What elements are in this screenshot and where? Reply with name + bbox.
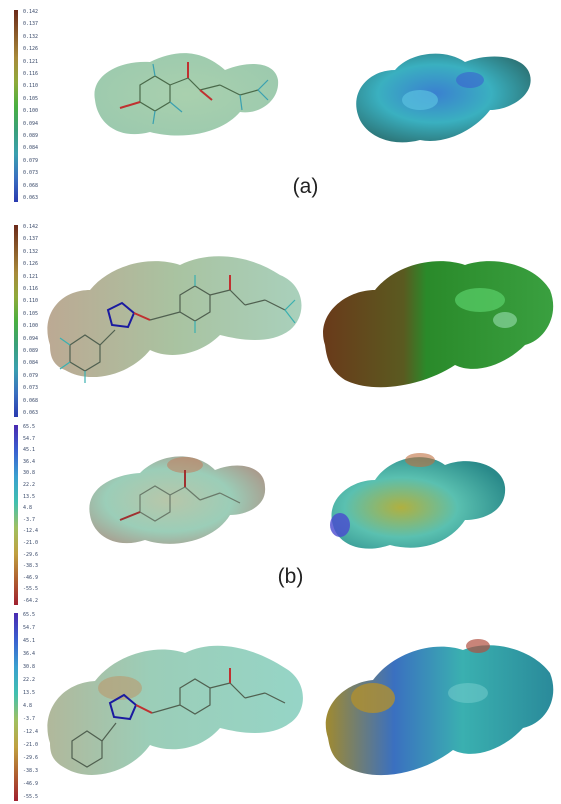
colorbar-b-bottom-labels: 65.5 54.7 45.1 36.4 30.8 22.2 13.5 4.8 -3.7 -12.4… (23, 613, 53, 801)
colorbar-tick-label: 0.068 (23, 182, 39, 189)
molecule-surface-a2-transparent (47, 256, 302, 383)
colorbar-tick-label: 0.116 (23, 286, 39, 292)
colorbar-tick-label: 0.132 (23, 248, 39, 255)
molecule-surface-a2-opaque (323, 261, 554, 388)
colorbar-tick-label: -38.3 (23, 768, 39, 774)
panel-a-bottom: 0.142 0.137 0.132 0.126 0.121 0.116 0.110 0.105… (0, 215, 561, 417)
colorbar-tick-label: 0.137 (23, 21, 39, 28)
colorbar-b-bottom (14, 613, 18, 801)
caption-a: (a) (292, 175, 319, 198)
colorbar-tick-label: 0.105 (23, 310, 39, 317)
colorbar-tick-label: 22.2 (23, 482, 36, 488)
molecule-surface-a-opaque (356, 53, 531, 143)
molecule-surface-a-transparent (94, 53, 279, 136)
colorbar-tick-label: 13.5 (23, 690, 36, 696)
colorbar-tick-label: 36.4 (23, 651, 36, 657)
colorbar-tick-label: 0.063 (23, 410, 39, 416)
colorbar-tick-label: 54.7 (23, 625, 36, 631)
colorbar-tick-label: 0.132 (23, 33, 39, 40)
colorbar-b-top-labels: 65.5 54.7 45.1 36.4 30.8 22.2 13.5 4.8 -3.7 -12.4… (23, 425, 53, 605)
colorbar-tick-label: 0.084 (23, 360, 39, 367)
colorbar-tick-label: 0.142 (23, 224, 39, 230)
colorbar-tick-label: 30.8 (23, 470, 36, 477)
colorbar-tick-label: 0.100 (23, 323, 39, 330)
colorbar-a-bottom-labels: 0.142 0.137 0.132 0.126 0.121 0.116 0.110 0.105… (23, 225, 53, 417)
colorbar-tick-label: 22.2 (23, 677, 36, 683)
colorbar-tick-label: 45.1 (23, 447, 36, 454)
colorbar-tick-label: 0.079 (23, 372, 39, 379)
colorbar-tick-label: 0.105 (23, 95, 39, 102)
colorbar-tick-label: -3.7 (23, 516, 36, 523)
colorbar-tick-label: 0.142 (23, 9, 39, 15)
colorbar-tick-label: 0.110 (23, 83, 39, 90)
panel-a-top: 0.142 0.137 0.132 0.126 0.121 0.116 0.110 0.105… (0, 0, 561, 205)
molecule-surface-b-transparent (89, 456, 266, 544)
colorbar-tick-label: 0.126 (23, 261, 39, 268)
colorbar-tick-label: 45.1 (23, 638, 36, 644)
colorbar-tick-label: 0.068 (23, 397, 39, 404)
panel-b-top: 65.5 54.7 45.1 36.4 30.8 22.2 13.5 4.8 -3.7 -12.4… (0, 420, 561, 605)
colorbar-tick-label: 36.4 (23, 458, 36, 465)
colorbar-tick-label: -29.6 (23, 755, 39, 761)
colorbar-tick-label: 13.5 (23, 493, 36, 500)
colorbar-tick-label: -46.9 (23, 574, 39, 581)
colorbar-tick-label: 0.100 (23, 108, 39, 115)
colorbar-tick-label: 0.084 (23, 145, 39, 152)
panel-b-bottom: 65.5 54.7 45.1 36.4 30.8 22.2 13.5 4.8 -3.7 -12.4… (0, 608, 561, 804)
colorbar-tick-label: 0.116 (23, 71, 39, 77)
colorbar-tick-label: -21.0 (23, 540, 39, 546)
colorbar-tick-label: -12.4 (23, 528, 39, 535)
colorbar-tick-label: 0.079 (23, 157, 39, 164)
caption-b: (b) (277, 565, 304, 588)
colorbar-tick-label: 0.094 (23, 335, 39, 342)
colorbar-tick-label: 0.137 (23, 236, 39, 243)
molecule-surface-b-opaque (330, 453, 506, 549)
colorbar-tick-label: -29.6 (23, 551, 39, 558)
colorbar-tick-label: 0.063 (23, 195, 39, 201)
colorbar-tick-label: 0.089 (23, 133, 39, 139)
colorbar-tick-label: 65.5 (23, 424, 36, 430)
colorbar-tick-label: -12.4 (23, 729, 39, 735)
colorbar-tick-label: -46.9 (23, 781, 39, 787)
colorbar-tick-label: 0.121 (23, 58, 39, 65)
colorbar-tick-label: 4.8 (23, 505, 33, 512)
colorbar-tick-label: 65.5 (23, 612, 36, 618)
molecule-surface-b2-opaque (325, 639, 554, 776)
colorbar-tick-label: 0.073 (23, 170, 39, 177)
colorbar-tick-label: 30.8 (23, 664, 36, 670)
colorbar-tick-label: 54.7 (23, 435, 36, 442)
colorbar-b-top (14, 425, 18, 605)
molecule-surface-b2-transparent (47, 645, 303, 775)
colorbar-tick-label: -38.3 (23, 563, 39, 570)
colorbar-tick-label: 0.089 (23, 348, 39, 354)
colorbar-tick-label: 0.121 (23, 273, 39, 280)
colorbar-tick-label: -21.0 (23, 742, 39, 748)
colorbar-tick-label: 0.126 (23, 46, 39, 53)
colorbar-tick-label: 0.073 (23, 385, 39, 392)
colorbar-tick-label: -3.7 (23, 716, 36, 722)
colorbar-a-bottom (14, 225, 18, 417)
colorbar-tick-label: -55.5 (23, 794, 39, 800)
colorbar-tick-label: 0.094 (23, 120, 39, 127)
colorbar-tick-label: -55.5 (23, 586, 39, 593)
colorbar-a-top-labels: 0.142 0.137 0.132 0.126 0.121 0.116 0.110 0.105… (23, 10, 53, 202)
colorbar-tick-label: -64.2 (23, 598, 39, 604)
colorbar-a-top (14, 10, 18, 202)
colorbar-tick-label: 4.8 (23, 703, 33, 709)
colorbar-tick-label: 0.110 (23, 298, 39, 305)
